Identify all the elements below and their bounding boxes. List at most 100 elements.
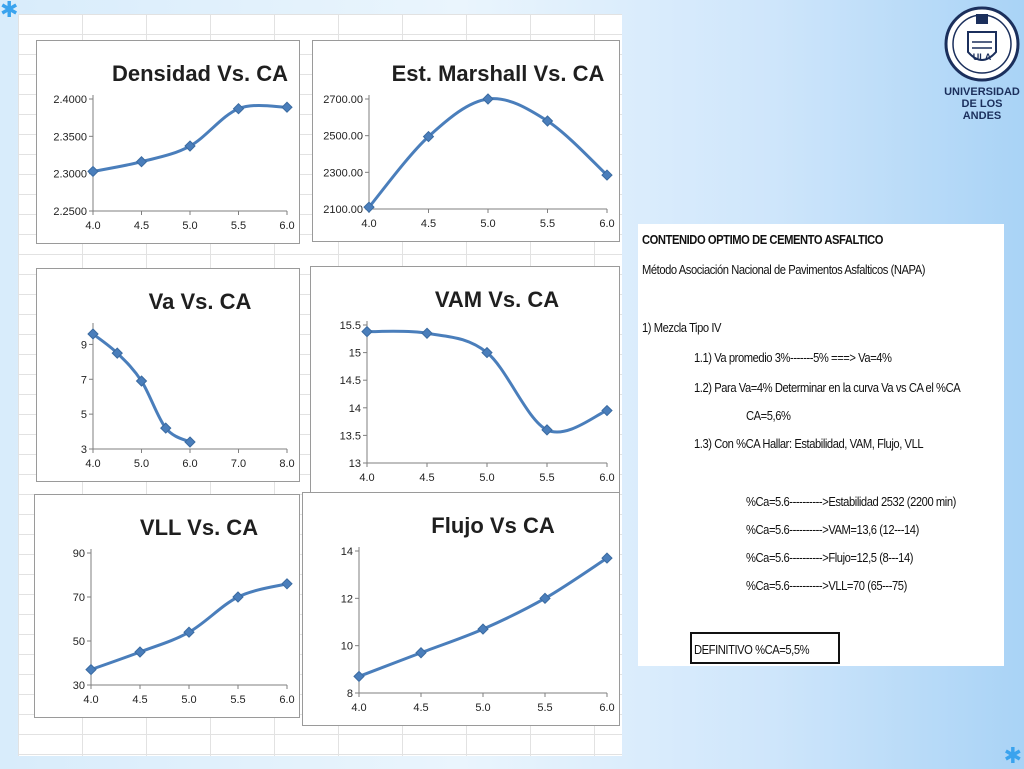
y-tick-label: 2.4000 xyxy=(53,94,87,106)
chart-densidad: Densidad Vs. CA 2.2500 2.3000 2.3500 2.4000 4… xyxy=(36,40,300,244)
data-point xyxy=(134,646,146,658)
chart-title: Est. Marshall Vs. CA xyxy=(392,61,605,86)
y-tick-label: 7 xyxy=(81,374,87,386)
x-tick-label: 7.0 xyxy=(231,458,246,470)
data-point xyxy=(415,647,427,659)
series-line xyxy=(358,556,608,678)
chart-vll: VLL Vs. CA 30 50 70 90 4.0 4.5 5.0 5.5 6.0 xyxy=(34,494,300,718)
y-tick-label: 15.5 xyxy=(340,320,361,332)
svg-text:ULA: ULA xyxy=(973,52,992,62)
data-point xyxy=(184,436,196,448)
data-point xyxy=(232,591,244,603)
data-point xyxy=(135,156,148,168)
data-point xyxy=(477,623,489,635)
notes-mix: 1) Mezcla Tipo IV xyxy=(642,320,722,335)
y-tick-label: 2.2500 xyxy=(53,206,87,218)
x-tick-label: 6.0 xyxy=(599,472,614,484)
y-tick-label: 14.5 xyxy=(340,375,361,387)
y-tick-label: 5 xyxy=(81,409,87,421)
spreadsheet-background: Densidad Vs. CA 2.2500 2.3000 2.3500 2.4000 4… xyxy=(18,14,622,756)
x-tick-label: 4.0 xyxy=(83,694,98,706)
y-tick-label: 8 xyxy=(347,688,353,700)
y-tick-label: 2.3000 xyxy=(53,169,87,181)
x-tick-label: 4.5 xyxy=(419,472,434,484)
data-point xyxy=(160,422,172,434)
y-tick-label: 2100.00 xyxy=(323,204,363,216)
chart-svg: Densidad Vs. CA 2.2500 2.3000 2.3500 2.4000 4… xyxy=(53,61,294,232)
chart-flujo: Flujo Vs CA 8 10 12 14 4.0 4.5 5.0 5.5 6.0 xyxy=(302,492,620,726)
x-tick-label: 5.0 xyxy=(134,458,149,470)
university-logo: ULA UNIVERSIDAD DE LOS ANDES xyxy=(942,2,1022,122)
data-point xyxy=(281,101,293,113)
x-tick-label: 4.0 xyxy=(361,218,376,230)
x-tick-label: 5.0 xyxy=(479,472,494,484)
data-point xyxy=(87,165,99,178)
x-tick-label: 4.0 xyxy=(85,458,100,470)
data-point xyxy=(601,169,613,181)
y-tick-label: 14 xyxy=(349,403,361,415)
x-tick-label: 4.0 xyxy=(351,702,366,714)
data-point xyxy=(183,626,195,638)
logo-line1: UNIVERSIDAD xyxy=(944,86,1020,98)
y-tick-label: 15 xyxy=(349,348,361,360)
chart-svg: Est. Marshall Vs. CA 2100.00 2300.00 2500.0… xyxy=(323,61,614,230)
notes-method: Método Asociación Nacional de Pavimentos… xyxy=(642,262,926,277)
chart-title: Densidad Vs. CA xyxy=(112,61,288,86)
data-point xyxy=(85,663,97,676)
x-tick-label: 6.0 xyxy=(279,220,294,232)
y-tick-label: 10 xyxy=(341,641,353,653)
series-line xyxy=(92,103,288,173)
chart-svg: Flujo Vs CA 8 10 12 14 4.0 4.5 5.0 5.5 6.0 xyxy=(341,513,615,714)
data-point xyxy=(482,93,494,105)
x-tick-label: 5.5 xyxy=(231,220,246,232)
x-tick-label: 4.5 xyxy=(413,702,428,714)
data-point xyxy=(353,670,365,683)
x-tick-label: 6.0 xyxy=(599,218,614,230)
y-tick-label: 12 xyxy=(341,593,353,605)
x-tick-label: 4.5 xyxy=(134,220,149,232)
y-tick-label: 2.3500 xyxy=(53,131,87,143)
y-tick-label: 2500.00 xyxy=(323,131,363,143)
x-tick-label: 4.0 xyxy=(359,472,374,484)
x-tick-label: 4.5 xyxy=(421,218,436,230)
chart-title: Flujo Vs CA xyxy=(431,513,555,538)
definitivo-label: DEFINITIVO %CA=5,5% xyxy=(694,642,810,657)
series-line xyxy=(367,97,609,209)
series-line xyxy=(366,329,608,434)
data-point xyxy=(422,130,435,143)
data-point xyxy=(541,424,553,436)
chart-est-marshall: Est. Marshall Vs. CA 2100.00 2300.00 2500.0… xyxy=(312,40,620,242)
y-tick-label: 2300.00 xyxy=(323,167,363,179)
chart-svg: Va Vs. CA 3 5 7 9 4.0 5.0 6.0 7.0 8.0 xyxy=(81,289,295,470)
chart-vam: VAM Vs. CA 13 13.5 14 14.5 15 15.5 4.0 4.5 5.0 5.5… xyxy=(310,266,620,496)
data-point xyxy=(135,375,148,387)
y-tick-label: 9 xyxy=(81,339,87,351)
data-point xyxy=(361,325,373,338)
chart-title: VAM Vs. CA xyxy=(435,287,559,312)
data-point xyxy=(481,346,493,359)
corner-star-icon: ✱ xyxy=(0,0,19,23)
notes-step1: 1.1) Va promedio 3%-------5% ===> Va=4% xyxy=(694,350,892,365)
x-tick-label: 5.0 xyxy=(475,702,490,714)
result-flujo: %Ca=5.6---------->Flujo=12,5 (8---14) xyxy=(746,550,914,565)
x-tick-label: 5.0 xyxy=(182,220,197,232)
y-tick-label: 70 xyxy=(73,592,85,604)
x-tick-label: 5.0 xyxy=(181,694,196,706)
x-tick-label: 4.0 xyxy=(85,220,100,232)
x-tick-label: 6.0 xyxy=(279,694,294,706)
data-point xyxy=(421,327,433,339)
chart-title: Va Vs. CA xyxy=(149,289,252,314)
data-point xyxy=(541,115,554,127)
result-estabilidad: %Ca=5.6---------->Estabilidad 2532 (2200… xyxy=(746,494,956,509)
chart-title: VLL Vs. CA xyxy=(140,515,258,540)
data-point xyxy=(111,347,123,359)
x-tick-label: 4.5 xyxy=(132,694,147,706)
y-tick-label: 3 xyxy=(81,444,87,456)
y-tick-label: 90 xyxy=(73,548,85,560)
data-point xyxy=(281,578,293,590)
notes-heading: CONTENIDO OPTIMO DE CEMENTO ASFALTICO xyxy=(642,232,884,247)
university-seal-icon: ULA xyxy=(944,6,1020,82)
corner-star-icon: ✱ xyxy=(1003,744,1022,769)
series-line xyxy=(92,332,191,444)
x-tick-label: 5.5 xyxy=(540,218,555,230)
